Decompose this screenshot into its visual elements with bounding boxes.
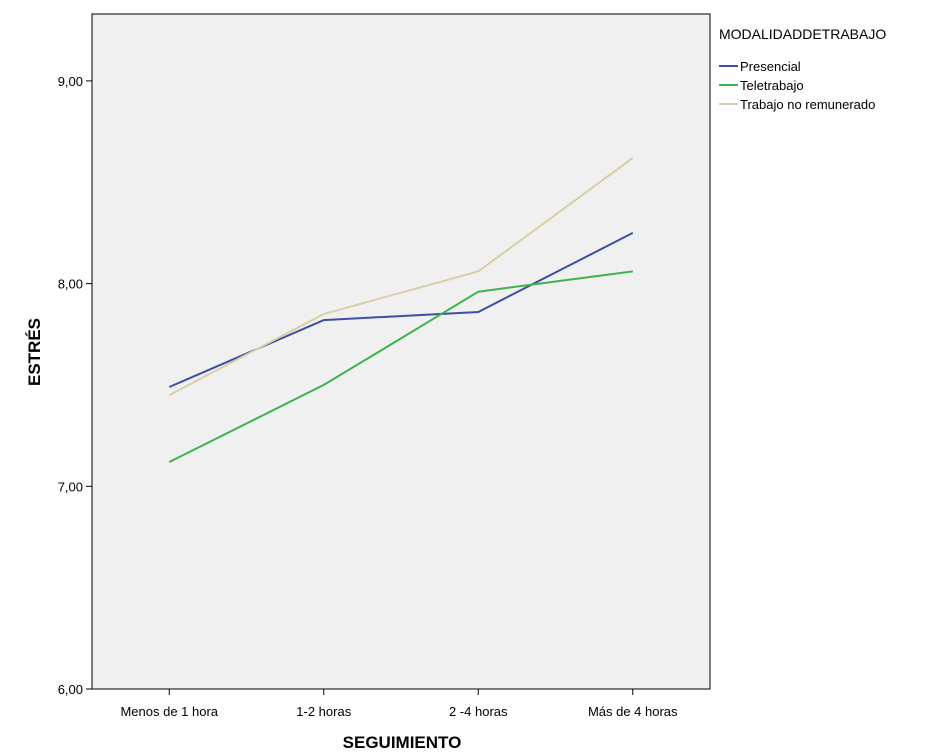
legend-title: MODALIDADDETRABAJO: [719, 26, 886, 42]
x-axis: Menos de 1 hora 1-2 horas 2 -4 horas Más de…: [120, 689, 678, 719]
legend-label: Trabajo no remunerado: [740, 97, 875, 112]
y-tick-label: 9,00: [58, 74, 83, 89]
y-tick-label: 8,00: [58, 277, 83, 292]
x-tick-label: Menos de 1 hora: [120, 704, 218, 719]
x-tick-label: Más de 4 horas: [588, 704, 678, 719]
legend-label: Teletrabajo: [740, 78, 804, 93]
x-tick-label: 1-2 horas: [296, 704, 351, 719]
plot-area: [92, 14, 710, 689]
y-axis: 6,00 7,00 8,00 9,00: [58, 74, 92, 697]
legend: MODALIDADDETRABAJO Presencial Teletrabajo…: [719, 26, 886, 112]
y-axis-title: ESTRÉS: [25, 318, 44, 386]
y-tick-label: 7,00: [58, 479, 83, 494]
x-axis-title: SEGUIMIENTO: [343, 733, 462, 752]
y-tick-label: 6,00: [58, 682, 83, 697]
x-tick-label: 2 -4 horas: [449, 704, 508, 719]
legend-label: Presencial: [740, 59, 801, 74]
